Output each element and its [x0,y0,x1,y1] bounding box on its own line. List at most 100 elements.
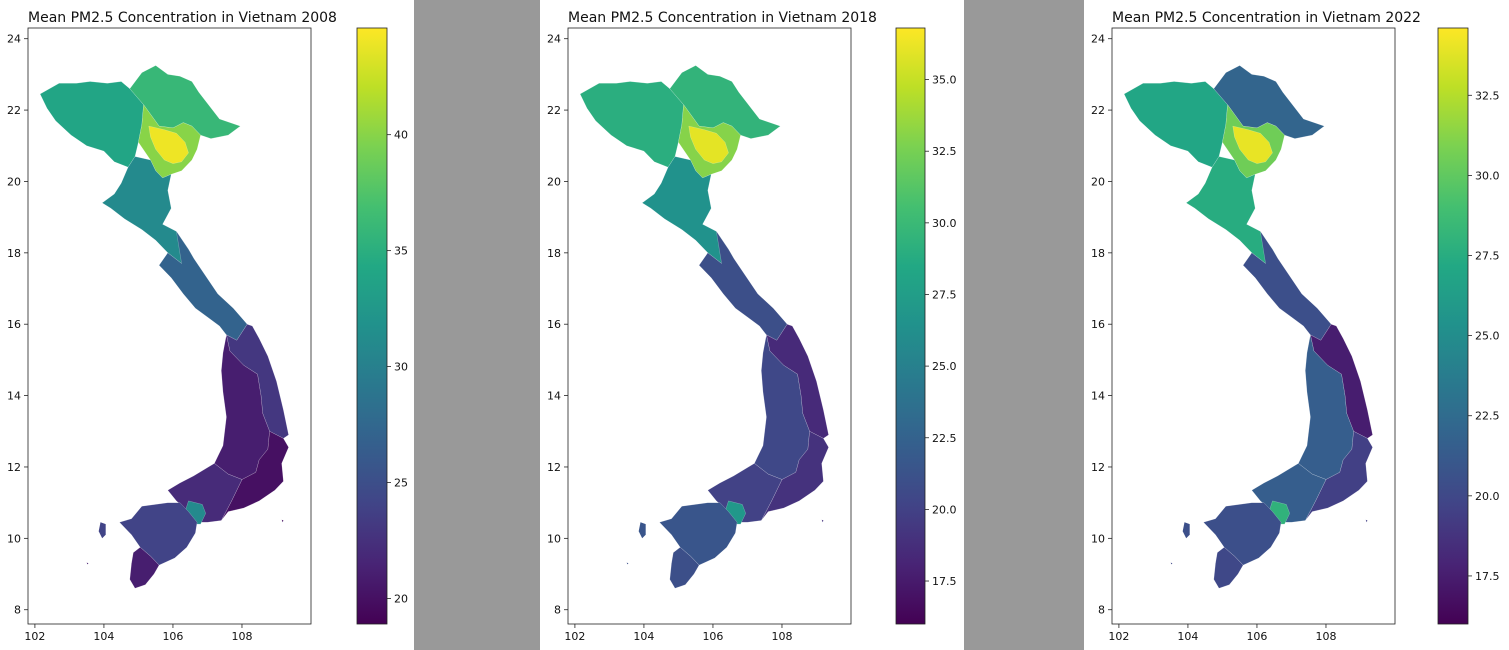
y-tick-label-2008: 14 [7,390,21,403]
y-tick-label-2008: 22 [7,104,21,117]
colorbar-2018 [895,27,926,625]
y-tick-label-2022: 12 [1091,461,1105,474]
x-tick-label-2018: 102 [564,630,585,643]
colorbar-tick-label-2008: 30 [394,361,408,374]
y-tick-label-2022: 14 [1091,390,1105,403]
y-tick-label-2018: 24 [547,33,561,46]
chart-title-2008: Mean PM2.5 Concentration in Vietnam 2008 [28,10,337,26]
y-tick-label-2022: 16 [1091,318,1105,331]
region-northwest-2022 [1123,81,1228,168]
region-north-central-2018 [641,156,734,264]
region-north-central-2008 [101,156,194,264]
colorbar-tick-label-2022: 30.0 [1475,169,1500,182]
colorbar-tick-label-2018: 27.5 [932,288,957,301]
colorbar-tick-label-2008: 35 [394,245,408,258]
region-central-coast-north-2022 [1242,231,1332,341]
region-red-river-delta-2022 [1232,125,1273,164]
x-tick-label-2022: 102 [1108,630,1129,643]
y-tick-label-2008: 18 [7,247,21,260]
region-red-river-delta-2018 [688,125,729,164]
map-panel-2018: Mean PM2.5 Concentration in Vietnam 2018… [540,0,964,650]
island-0-2022 [1182,522,1190,539]
panel-gap-right [964,0,1084,650]
y-tick-label-2022: 8 [1098,604,1105,617]
x-tick-label-2018: 106 [702,630,723,643]
colorbar-2008 [356,27,388,625]
x-tick-label-2008: 106 [162,630,183,643]
x-tick-label-2008: 108 [231,630,252,643]
y-tick-label-2022: 18 [1091,247,1105,260]
colorbar-tick-label-2018: 20.0 [932,503,957,516]
panel-gap-left [414,0,540,650]
axes-frame-2008 [27,27,312,625]
y-tick-label-2018: 20 [547,175,561,188]
colorbar-tick-label-2022: 20.0 [1475,490,1500,503]
y-tick-label-2022: 22 [1091,104,1105,117]
region-mekong-delta-2022 [1203,502,1282,566]
colorbar-tick-label-2008: 25 [394,477,408,490]
map-regions-2022 [1123,65,1373,589]
island-0-2018 [638,522,646,539]
region-south-central-coast-2008 [221,430,289,521]
region-northeast-2018 [669,65,781,139]
y-tick-label-2008: 8 [14,604,21,617]
y-tick-label-2022: 10 [1091,532,1105,545]
map-svg-2022: Mean PM2.5 Concentration in Vietnam 2022… [1091,10,1500,643]
region-ca-mau-2018 [669,547,700,589]
colorbar-tick-label-2022: 25.0 [1475,330,1500,343]
y-tick-label-2018: 12 [547,461,561,474]
chart-title-2018: Mean PM2.5 Concentration in Vietnam 2018 [568,10,877,26]
island-2-2008 [86,562,89,565]
x-tick-label-2022: 108 [1315,630,1336,643]
colorbar-tick-label-2018: 32.5 [932,145,957,158]
colorbar-tick-label-2018: 17.5 [932,575,957,588]
region-ca-mau-2022 [1213,547,1244,589]
island-0-2008 [98,522,106,539]
region-ca-mau-2008 [129,547,160,589]
x-tick-label-2018: 108 [771,630,792,643]
region-northwest-2008 [39,81,144,168]
region-north-central-2022 [1185,156,1278,264]
region-central-coast-north-2008 [158,231,248,341]
region-central-coast-north-2018 [698,231,788,341]
map-regions-2018 [579,65,829,589]
region-red-river-delta-2008 [148,125,189,164]
y-tick-label-2008: 20 [7,175,21,188]
y-tick-label-2008: 16 [7,318,21,331]
chart-title-2022: Mean PM2.5 Concentration in Vietnam 2022 [1112,10,1421,26]
island-1-2008 [281,519,284,523]
y-tick-label-2018: 18 [547,247,561,260]
x-tick-label-2008: 104 [93,630,114,643]
island-1-2018 [821,519,824,523]
map-svg-2018: Mean PM2.5 Concentration in Vietnam 2018… [547,10,957,643]
y-tick-label-2008: 12 [7,461,21,474]
x-tick-label-2018: 104 [633,630,654,643]
y-tick-label-2018: 10 [547,532,561,545]
colorbar-tick-label-2018: 22.5 [932,432,957,445]
colorbar-tick-label-2018: 25.0 [932,360,957,373]
region-northeast-2022 [1213,65,1325,139]
y-tick-label-2018: 16 [547,318,561,331]
map-panel-2022: Mean PM2.5 Concentration in Vietnam 2022… [1084,0,1509,650]
island-1-2022 [1365,519,1368,523]
region-northeast-2008 [129,65,241,139]
region-south-central-coast-2018 [761,430,829,521]
y-tick-label-2008: 24 [7,33,21,46]
map-regions-2008 [39,65,289,589]
y-tick-label-2018: 22 [547,104,561,117]
island-2-2018 [626,562,629,565]
colorbar-tick-label-2018: 35.0 [932,74,957,87]
colorbar-tick-label-2022: 17.5 [1475,570,1500,583]
x-tick-label-2022: 106 [1246,630,1267,643]
map-svg-2008: Mean PM2.5 Concentration in Vietnam 2008… [7,10,408,643]
region-mekong-delta-2018 [659,502,738,566]
axes-frame-2022 [1111,27,1396,625]
colorbar-tick-label-2022: 27.5 [1475,250,1500,263]
x-tick-label-2022: 104 [1177,630,1198,643]
y-tick-label-2022: 20 [1091,175,1105,188]
colorbar-tick-label-2008: 20 [394,592,408,605]
region-mekong-delta-2008 [119,502,198,566]
y-tick-label-2022: 24 [1091,33,1105,46]
y-tick-label-2018: 14 [547,390,561,403]
map-panel-2008: Mean PM2.5 Concentration in Vietnam 2008… [0,0,414,650]
